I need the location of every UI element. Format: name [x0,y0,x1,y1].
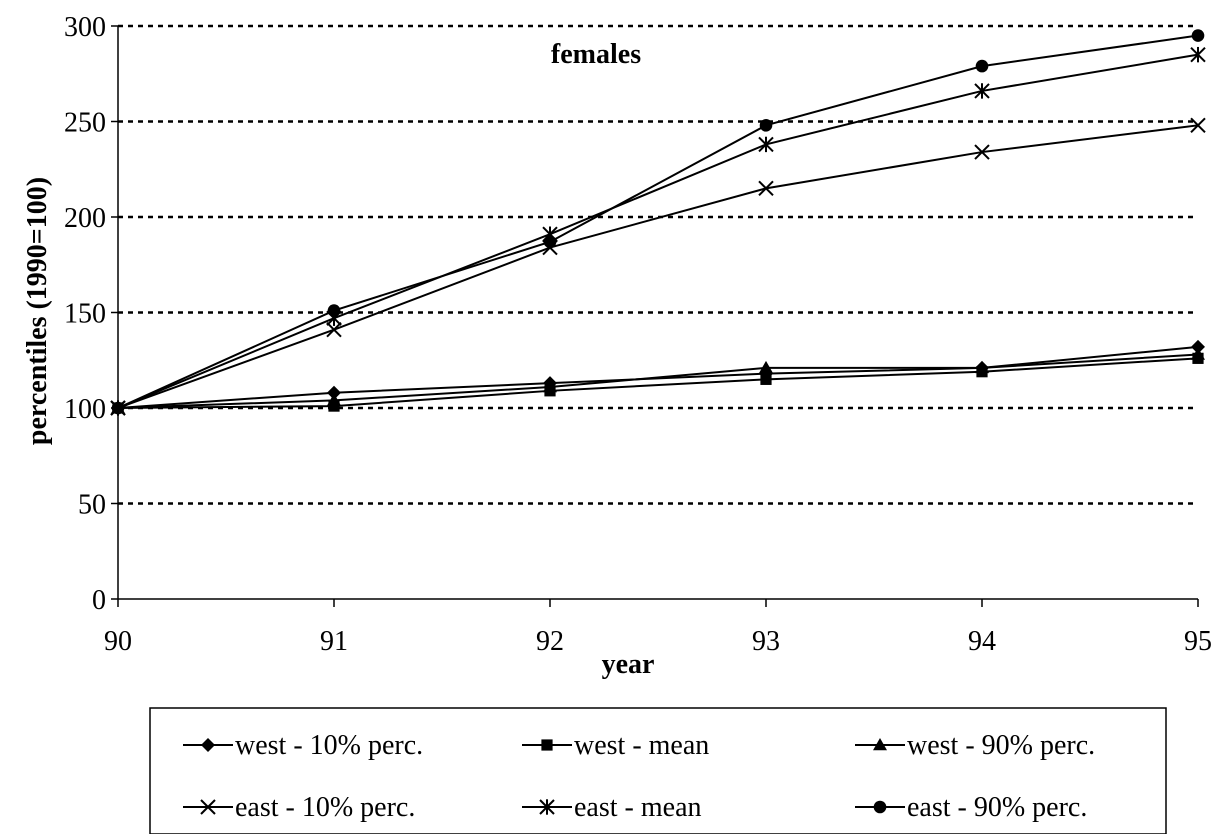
data-point [1190,117,1206,134]
x-tick-label: 91 [320,626,348,657]
data-point [759,360,773,374]
data-point [543,379,557,393]
legend-item: east - 90% perc. [855,792,1087,823]
legend-marker [873,800,887,814]
data-point [760,373,772,385]
legend-marker [200,799,216,815]
data-point [1191,339,1205,354]
legend-label: east - 10% perc. [235,792,415,823]
series-line [117,353,1199,409]
legend-label: west - mean [574,730,709,761]
legend-label: west - 90% perc. [907,730,1095,761]
data-point [758,180,774,197]
x-tick-labels: 90 91 92 93 94 95 [104,599,1212,657]
y-tick-label: 0 [92,585,106,616]
legend-item: east - 10% perc. [183,792,415,823]
data-point [111,401,125,415]
y-tick-label: 50 [78,490,106,521]
series-line [117,124,1199,409]
legend-item: east - mean [522,792,702,823]
y-axis-title: percentiles (1990=100) [22,177,53,445]
data-point [974,83,990,99]
data-point [1191,29,1205,42]
legend-marker [873,738,887,751]
legend-marker [201,738,215,752]
y-tick-label: 300 [64,12,106,43]
legend-item: west - 90% perc. [855,730,1095,761]
series-5 [110,46,1206,416]
series-6 [111,29,1205,415]
legend-item: west - mean [522,730,709,761]
data-point [975,59,989,73]
gridlines [118,24,1198,505]
x-tick-label: 94 [968,626,996,657]
data-point [326,321,342,338]
data-point [328,400,340,412]
series-line [117,53,1199,409]
chart-title: females [551,39,641,70]
x-tick-label: 90 [104,626,132,657]
legend-label: east - 90% perc. [907,792,1087,823]
data-point [759,119,773,132]
x-tick-label: 92 [536,626,564,657]
data-point [975,360,989,374]
y-tick-label: 100 [64,394,106,425]
legend-label: east - mean [574,792,702,823]
legend-item: west - 10% perc. [183,730,423,761]
series-3 [111,347,1205,414]
series-group [110,29,1206,416]
data-point [758,136,774,153]
y-tick-labels: 0 50 100 150 200 250 300 [64,12,118,616]
legend-marker [539,799,555,815]
x-axis-title: year [602,649,655,680]
data-point [543,235,557,249]
y-tick-label: 200 [64,203,106,234]
data-point [327,304,341,317]
legend-marker [541,739,553,751]
legend: west - 10% perc. west - mean west - 90% pe… [149,707,1167,834]
series-4 [110,117,1206,416]
data-point [327,393,341,406]
legend-box [149,707,1167,834]
data-point [327,385,341,400]
x-tick-label: 93 [752,626,780,657]
y-tick-label: 250 [64,108,106,139]
data-point [1191,347,1205,360]
data-point [974,144,990,160]
data-point [1190,46,1206,63]
series-line [117,357,1199,409]
legend-label: west - 10% perc. [235,730,423,761]
series-line [117,34,1199,409]
y-tick-label: 150 [64,299,106,330]
x-tick-label: 95 [1184,626,1212,657]
